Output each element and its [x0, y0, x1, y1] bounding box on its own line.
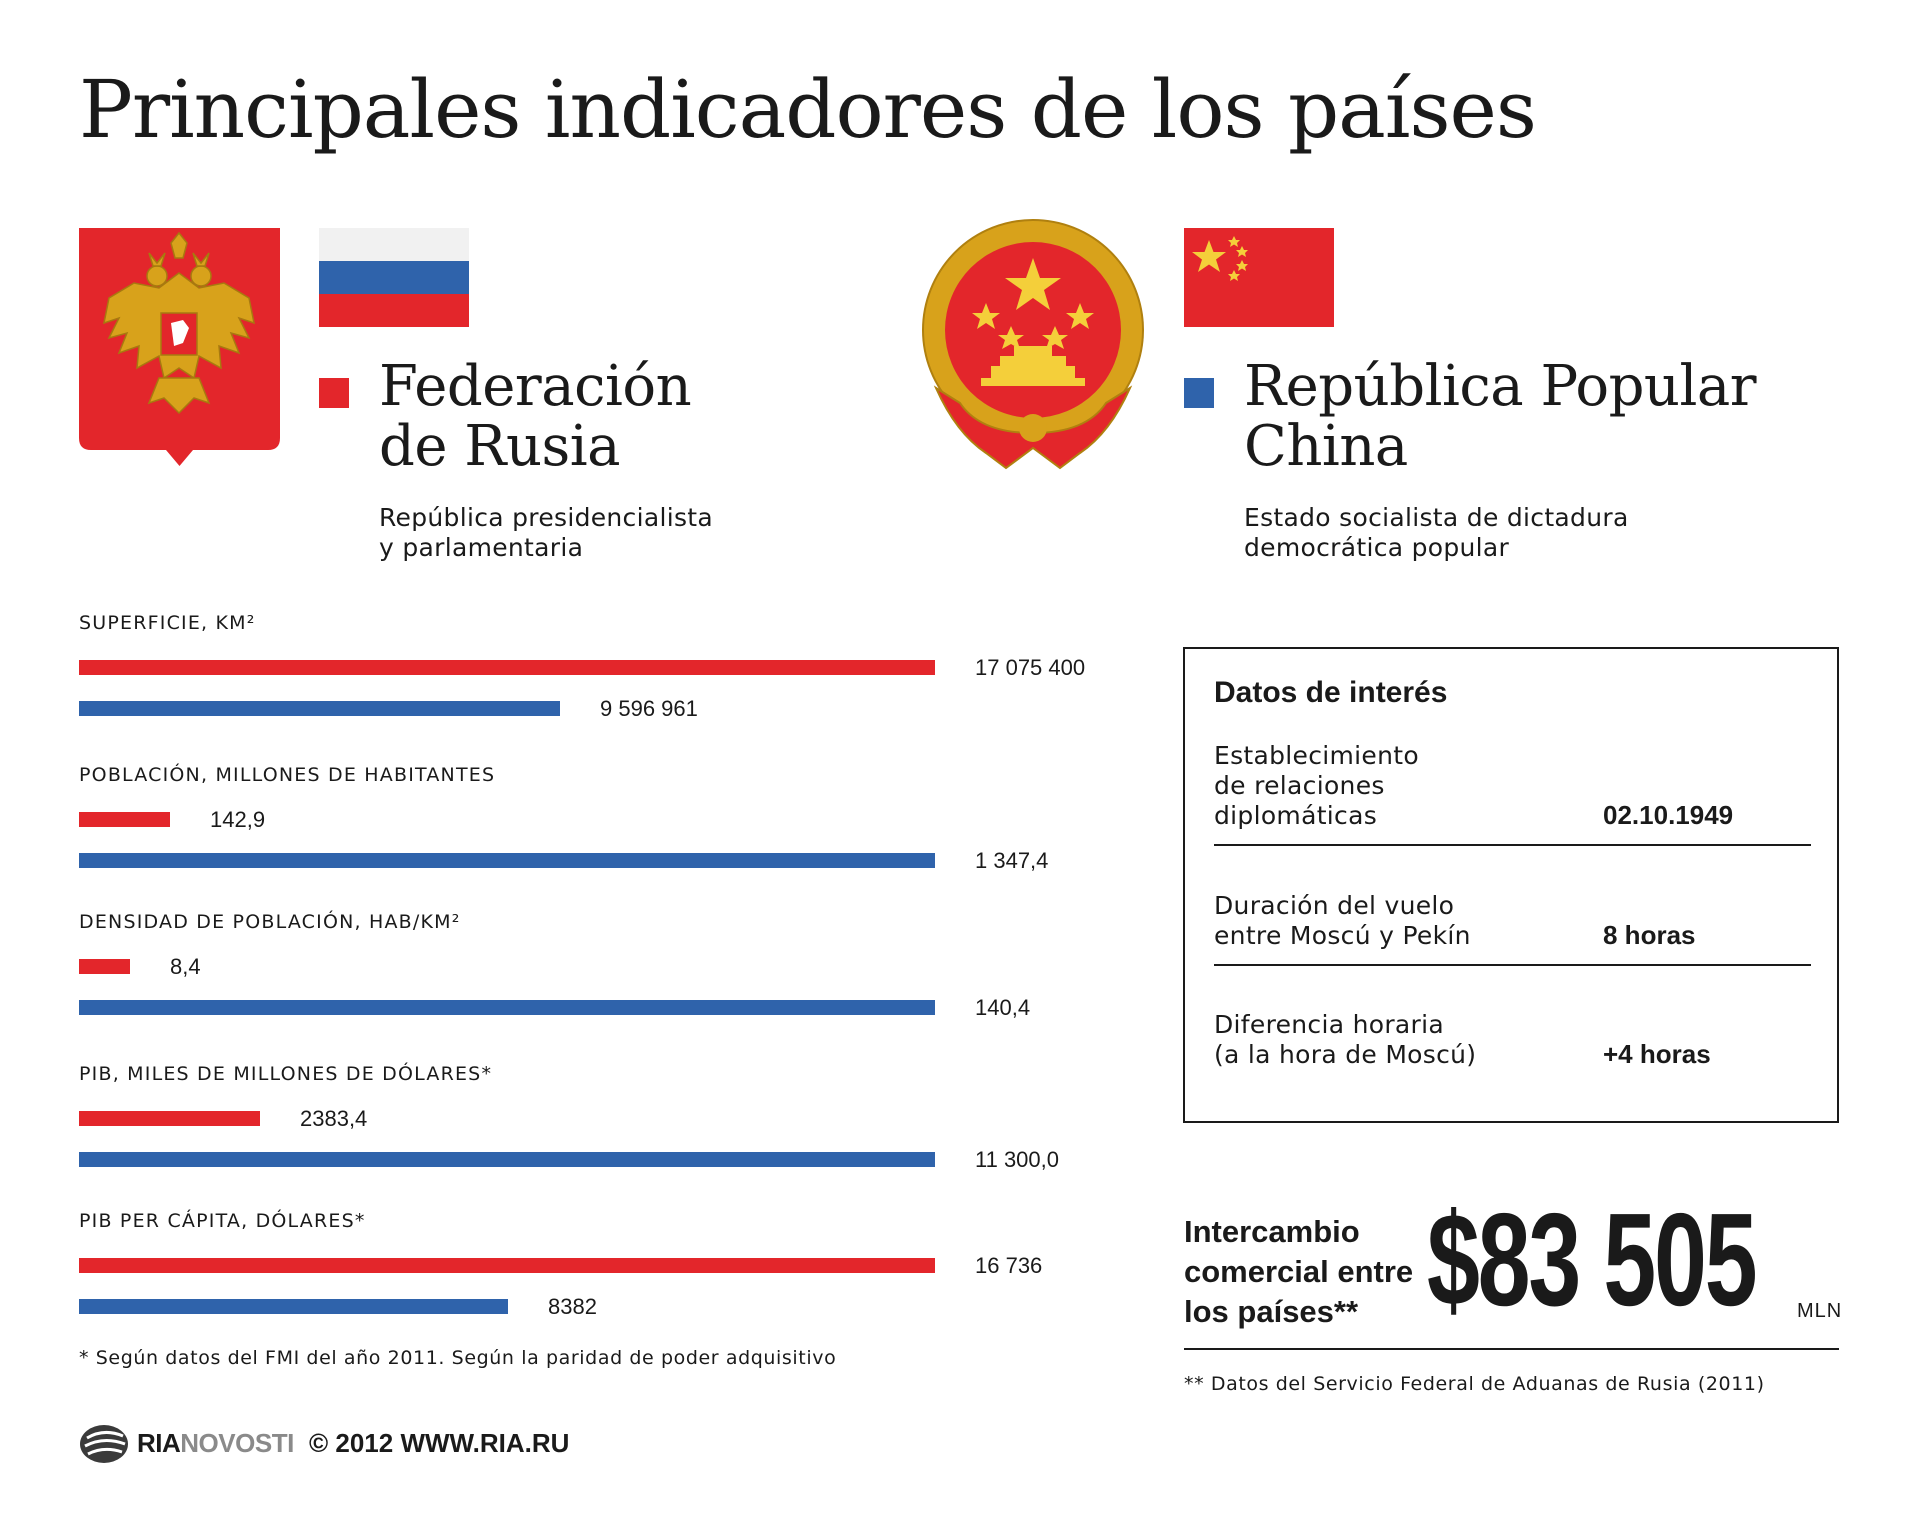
russia-value-label: 17 075 400 — [975, 655, 1086, 680]
imf-footnote: * Según datos del FMI del año 2011. Segú… — [79, 1347, 837, 1369]
chinese-national-emblem-icon — [916, 218, 1150, 470]
china-value-label: 1 347,4 — [975, 848, 1049, 873]
russia-bar — [79, 1111, 260, 1126]
facts-title: Datos de interés — [1214, 676, 1448, 709]
chinese-flag-icon — [1184, 228, 1334, 327]
russian-flag-icon — [319, 228, 469, 327]
ria-novosti-logo-icon — [79, 1424, 129, 1464]
trade-divider — [1184, 1348, 1839, 1350]
fact-label-diplomatic: Establecimiento de relaciones diplomátic… — [1214, 741, 1419, 830]
page-title: Principales indicadores de los países — [79, 63, 1537, 156]
china-bar — [79, 1299, 508, 1314]
facts-box: Datos de interés Establecimiento de rela… — [1183, 647, 1839, 1123]
china-bar — [79, 1000, 935, 1015]
fact-value-timezone: +4 horas — [1603, 1039, 1711, 1069]
russian-coat-of-arms-icon — [79, 228, 280, 466]
china-legend-square — [1184, 378, 1214, 408]
trade-unit: MLN — [1797, 1300, 1843, 1322]
metric-label: PIB PER CÁPITA, DÓLARES* — [79, 1210, 366, 1232]
russia-bar — [79, 1258, 935, 1273]
russia-bar — [79, 812, 170, 827]
fact-divider — [1214, 964, 1811, 966]
logo-bold-text: RIA — [137, 1428, 181, 1458]
metric-label: SUPERFICIE, KM² — [79, 612, 256, 634]
ria-novosti-logo[interactable]: RIANOVOSTI — [137, 1428, 294, 1459]
russia-description: República presidencialista y parlamentar… — [379, 503, 714, 562]
comparison-bar-chart: SUPERFICIE, KM² 17 075 400 9 596 961 POBLAC… — [79, 612, 1086, 1319]
china-value-label: 8382 — [548, 1294, 597, 1319]
russia-value-label: 2383,4 — [300, 1106, 368, 1131]
fact-label-flight: Duración del vuelo entre Moscú y Pekín — [1214, 891, 1471, 950]
metric-label: PIB, MILES DE MILLONES DE DÓLARES* — [79, 1063, 493, 1085]
china-value-label: 140,4 — [975, 995, 1031, 1020]
russia-legend-square — [319, 378, 349, 408]
russia-bar — [79, 660, 935, 675]
russia-value-label: 142,9 — [210, 807, 266, 832]
russia-value-label: 16 736 — [975, 1253, 1043, 1278]
metric-label: DENSIDAD DE POBLACIÓN, HAB/KM² — [79, 911, 461, 933]
logo-light-text: NOVOSTI — [180, 1428, 294, 1458]
fact-value-diplomatic: 02.10.1949 — [1603, 800, 1734, 830]
china-bar — [79, 1152, 935, 1167]
fact-value-flight: 8 horas — [1603, 920, 1696, 950]
metric-label: POBLACIÓN, MILLONES DE HABITANTES — [79, 764, 496, 786]
russia-name: Federación de Rusia — [379, 354, 692, 479]
china-description: Estado socialista de dictadura democráti… — [1244, 503, 1629, 562]
china-name: República Popular China — [1244, 354, 1757, 479]
china-bar — [79, 701, 560, 716]
fact-label-timezone: Diferencia horaria (a la hora de Moscú) — [1214, 1010, 1477, 1069]
china-value-label: 11 300,0 — [975, 1147, 1060, 1172]
trade-label: Intercambio comercial entre los países** — [1184, 1214, 1414, 1329]
china-value-label: 9 596 961 — [600, 696, 698, 721]
russia-value-label: 8,4 — [170, 954, 201, 979]
fact-divider — [1214, 844, 1811, 846]
copyright-link[interactable]: © 2012 WWW.RIA.RU — [309, 1428, 570, 1458]
china-bar — [79, 853, 935, 868]
customs-footnote: ** Datos del Servicio Federal de Aduanas… — [1184, 1373, 1765, 1395]
trade-value: $83 505 — [1427, 1186, 1758, 1333]
russia-bar — [79, 959, 130, 974]
